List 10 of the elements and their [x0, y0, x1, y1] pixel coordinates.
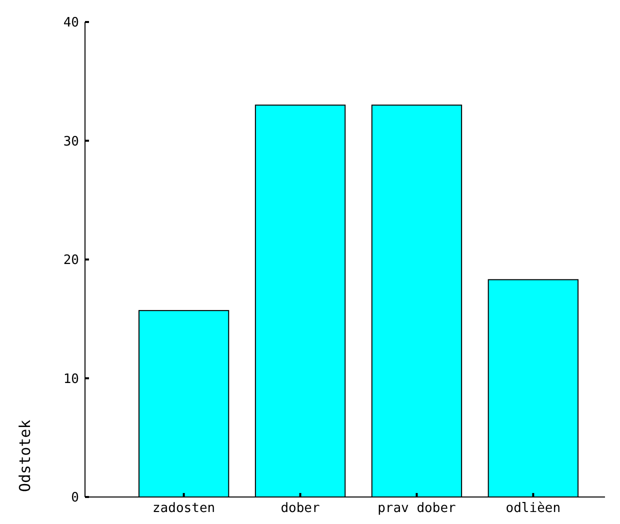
x-tick-label: zadosten [152, 501, 216, 516]
y-tick-label: 40 [63, 16, 79, 31]
x-tick-label: dober [280, 501, 320, 516]
y-tick-label: 10 [63, 372, 79, 387]
y-tick-label: 0 [71, 490, 79, 506]
x-tick-label: odlièen [506, 501, 561, 516]
y-tick-label: 20 [63, 253, 79, 268]
y-tick-label: 30 [63, 134, 79, 150]
y-axis-title: Odstotek [16, 420, 34, 492]
x-tick-label: prav dober [378, 501, 456, 516]
